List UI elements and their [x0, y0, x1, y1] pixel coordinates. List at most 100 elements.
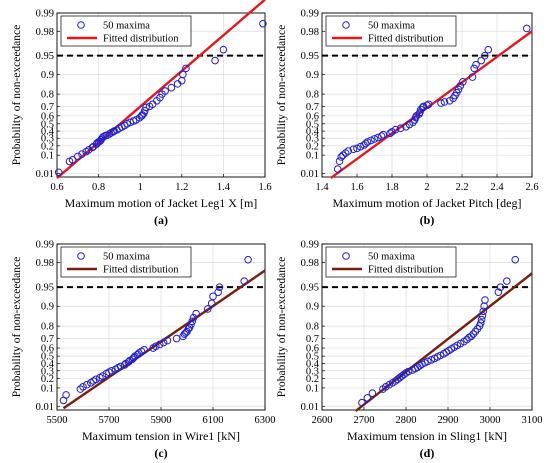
panel-label: (a) — [154, 213, 168, 227]
data-point — [159, 338, 168, 347]
y-tick-label: 0.98 — [36, 258, 54, 269]
fitted-distribution-line — [330, 30, 533, 180]
data-point — [244, 255, 252, 264]
x-tick-label: 1.6 — [258, 182, 271, 193]
legend-label-maxima: 50 maxima — [103, 21, 150, 32]
data-point — [494, 288, 503, 296]
data-point — [367, 136, 375, 145]
data-point — [107, 366, 116, 375]
y-tick-label: 0.1 — [41, 383, 54, 394]
y-tick-label: 0.1 — [41, 151, 54, 162]
data-point — [54, 168, 63, 177]
y-tick-label: 0.99 — [301, 240, 319, 251]
data-point — [427, 356, 436, 364]
y-tick-label: 0.01 — [301, 402, 319, 413]
data-point — [138, 111, 147, 119]
x-tick-label: 2800 — [396, 415, 417, 426]
data-point — [468, 73, 477, 81]
y-tick-label: 0.7 — [41, 334, 54, 345]
y-tick-label: 0.95 — [301, 283, 319, 294]
axes-frame — [321, 12, 533, 178]
x-tick-label: 1.2 — [175, 182, 188, 193]
data-point — [240, 277, 248, 285]
data-point — [472, 60, 480, 69]
x-tick-label: 2.6 — [525, 182, 538, 193]
data-point — [142, 103, 150, 112]
x-tick-label: 5700 — [99, 415, 120, 426]
x-axis-label: Maximum tension in Sling1 [kN] — [347, 429, 507, 443]
data-point — [479, 307, 488, 316]
data-point — [440, 98, 449, 106]
panel-label: (b) — [420, 213, 435, 227]
y-tick-label: 0.98 — [301, 258, 319, 269]
data-point — [92, 375, 100, 384]
x-tick-label: 2.4 — [490, 182, 504, 193]
x-tick-label: 5500 — [47, 415, 68, 426]
data-point — [79, 383, 87, 391]
y-tick-label: 0.3 — [306, 134, 319, 145]
y-tick-label: 0.3 — [41, 134, 54, 145]
panel-label: (c) — [154, 446, 167, 460]
data-point — [209, 292, 217, 301]
data-point — [219, 45, 228, 54]
data-point — [204, 305, 212, 313]
data-point — [211, 56, 219, 65]
data-point — [339, 151, 347, 159]
data-point — [167, 83, 176, 92]
y-tick-label: 0.2 — [306, 374, 319, 385]
data-point — [98, 372, 107, 380]
data-point — [484, 45, 493, 54]
data-point — [187, 320, 195, 329]
data-point — [368, 389, 377, 398]
data-point — [155, 340, 164, 349]
y-tick-label: 0.98 — [36, 27, 54, 38]
data-point — [419, 102, 428, 111]
data-point — [437, 99, 445, 107]
data-point — [386, 129, 395, 138]
y-tick-label: 0.2 — [306, 141, 319, 152]
axes-frame — [321, 243, 533, 411]
data-point — [140, 345, 148, 354]
legend-marker-maxima — [342, 21, 350, 29]
legend-box — [60, 246, 192, 278]
chart-panel-2: 0.01 0.10.20.30.40.50.60.70.8 0.9 0.95 0.98 0… — [276, 9, 539, 228]
legend-label-fitted: Fitted distribution — [103, 34, 179, 45]
data-point — [496, 283, 505, 291]
x-tick-label: 3100 — [522, 415, 543, 426]
chart-panel-3: 0.01 0.10.20.30.40.50.60.70.8 0.9 0.95 0.98 0… — [11, 240, 276, 461]
data-point — [480, 51, 489, 60]
x-tick-label: 1.6 — [350, 182, 363, 193]
data-point — [215, 283, 224, 291]
data-point — [396, 124, 405, 133]
fitted-distribution-line — [354, 272, 533, 413]
data-point — [469, 330, 478, 338]
x-tick-label: 6100 — [203, 415, 224, 426]
y-tick-label: 0.7 — [306, 334, 319, 345]
data-point — [476, 319, 485, 327]
data-point — [358, 398, 366, 407]
y-tick-label: 0.6 — [306, 111, 319, 122]
data-point — [62, 391, 70, 399]
chart-panel-4: 0.01 0.10.20.30.40.50.60.70.8 0.9 0.95 0.98 0… — [276, 240, 543, 461]
legend-label-fitted: Fitted distribution — [368, 34, 444, 45]
data-point — [333, 165, 342, 173]
x-axis-label: Maximum motion of Jacket Pitch [deg] — [333, 196, 522, 210]
data-point — [189, 313, 198, 322]
y-tick-label: 0.95 — [301, 51, 319, 62]
axes-frame — [56, 12, 266, 178]
data-point — [379, 130, 388, 139]
y-tick-label: 0.8 — [306, 322, 319, 333]
x-tick-label: 3000 — [480, 415, 501, 426]
data-point — [337, 153, 346, 161]
data-point — [503, 277, 511, 285]
y-tick-label: 0.98 — [301, 27, 319, 38]
y-tick-label: 0.6 — [41, 344, 54, 355]
x-tick-label: 2.2 — [455, 182, 468, 193]
data-point — [477, 56, 486, 65]
y-axis-label: Probability of non-exceedance — [276, 25, 288, 166]
y-tick-label: 0.4 — [41, 359, 55, 370]
legend-box — [325, 246, 457, 278]
data-point — [109, 127, 117, 136]
y-tick-label: 0.99 — [301, 9, 319, 20]
